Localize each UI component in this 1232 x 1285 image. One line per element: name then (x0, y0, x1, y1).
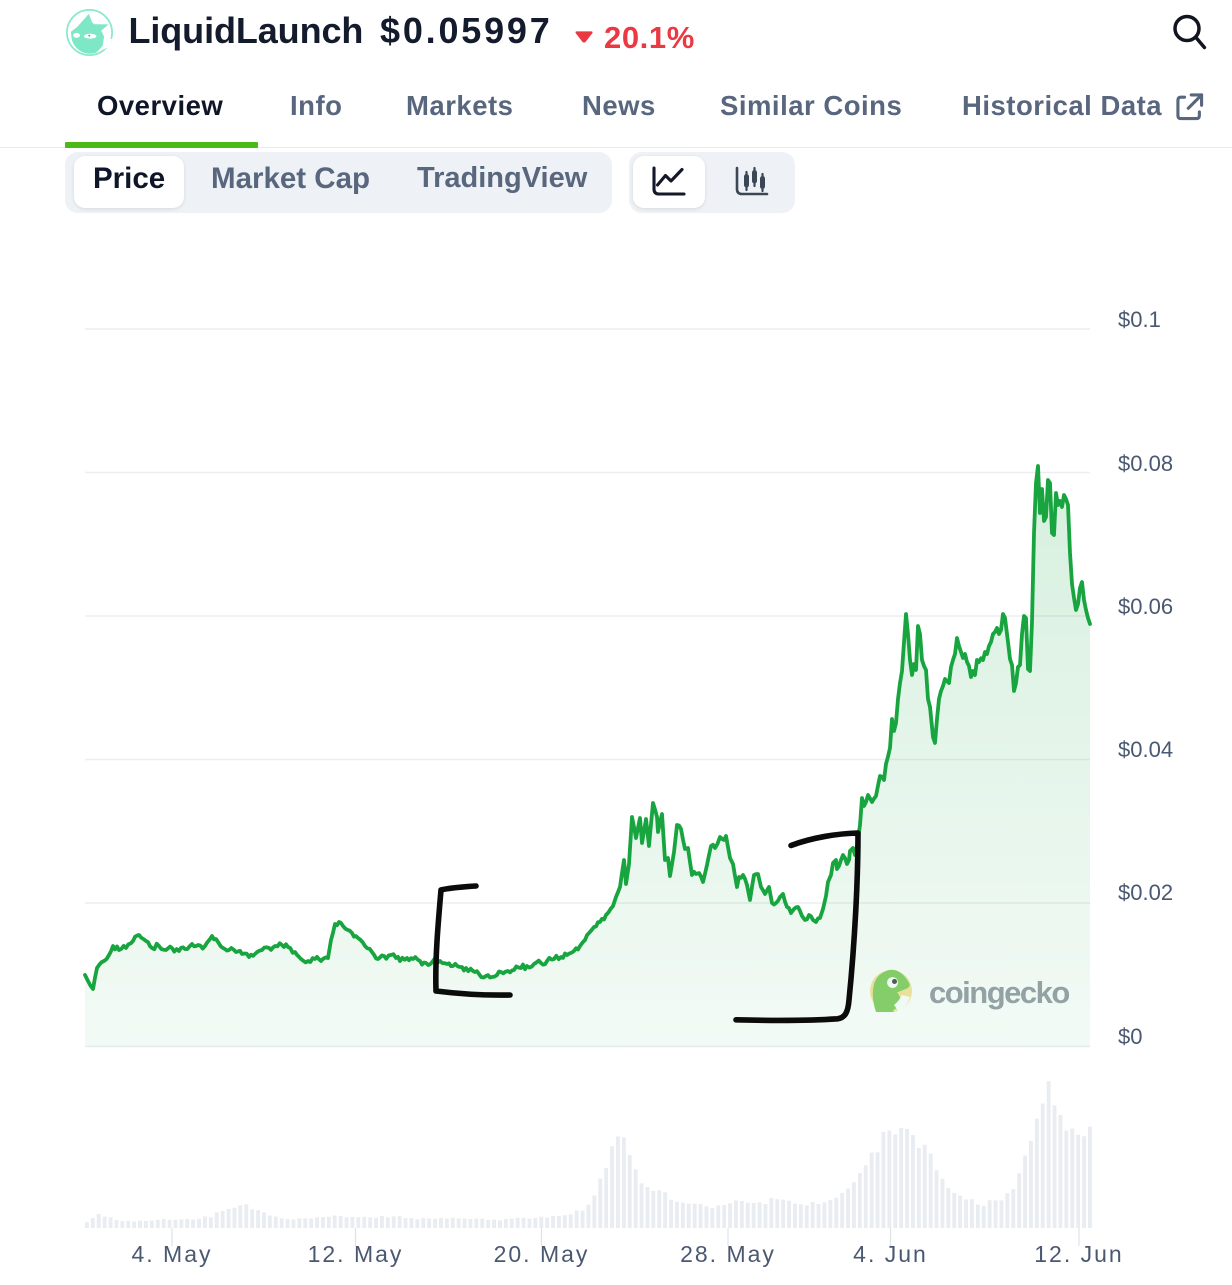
svg-text:12. May: 12. May (308, 1241, 404, 1267)
svg-text:12. Jun: 12. Jun (1034, 1241, 1123, 1267)
svg-text:28. May: 28. May (680, 1241, 776, 1267)
svg-text:20. May: 20. May (494, 1241, 590, 1267)
svg-text:$0: $0 (1118, 1024, 1142, 1049)
svg-text:$0.06: $0.06 (1118, 594, 1173, 619)
svg-text:$0.08: $0.08 (1118, 451, 1173, 476)
svg-text:$0.02: $0.02 (1118, 880, 1173, 905)
svg-text:$0.1: $0.1 (1118, 307, 1161, 332)
svg-text:4. Jun: 4. Jun (853, 1241, 928, 1267)
svg-text:$0.04: $0.04 (1118, 737, 1173, 762)
svg-text:4. May: 4. May (131, 1241, 212, 1267)
